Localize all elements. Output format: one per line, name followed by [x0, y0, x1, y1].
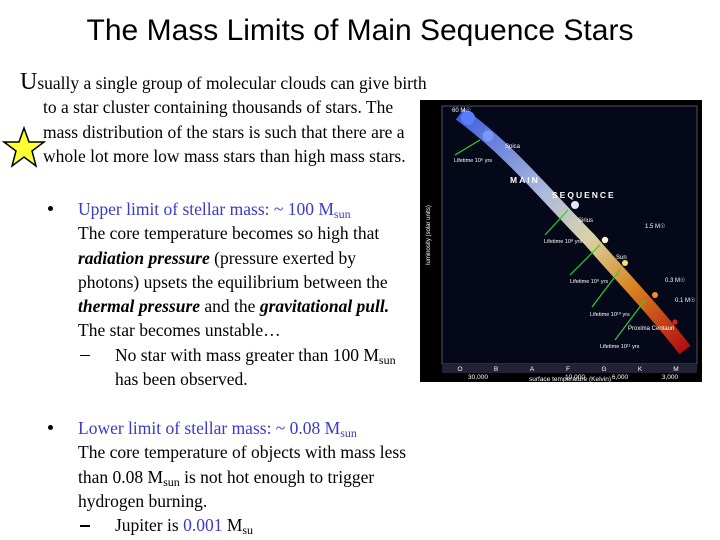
- intro: Usually a single group of molecular clou…: [20, 70, 428, 168]
- text: Lower limit of stellar mass: ~ 0.08 M: [78, 418, 341, 438]
- text: Upper limit of stellar mass: ~ 100 M: [78, 199, 334, 219]
- text: The core temperature becomes so high tha…: [78, 223, 380, 244]
- text: is not hot enough to trigger hydrogen bu…: [78, 466, 375, 511]
- diagram-label: G: [601, 366, 606, 373]
- diagram-label: Sun: [616, 255, 627, 261]
- diagram-label: Spica: [505, 144, 521, 150]
- diagram-label: 30,000: [468, 374, 488, 381]
- diagram-label: 6,000: [612, 374, 629, 381]
- text: The core temperature of objects with mas…: [78, 442, 407, 487]
- sub-bullet: No star with mass greater than 100 Msun …: [78, 343, 410, 392]
- diagram-label: 10,000: [565, 374, 585, 381]
- diagram-label: 0.1 M☉: [675, 297, 695, 304]
- diagram-label: SEQUENCE: [552, 190, 616, 200]
- emphasis: gravitational pull.: [259, 296, 390, 317]
- subscript: su: [242, 523, 254, 538]
- diagram-label: F: [566, 366, 570, 373]
- highlight: 0.001: [183, 515, 223, 536]
- diagram-label: 1.5 M☉: [645, 223, 665, 230]
- bullet: Upper limit of stellar mass: ~ 100 Msun …: [48, 197, 410, 392]
- diagram-label: K: [638, 366, 643, 373]
- subscript: sun: [340, 426, 357, 440]
- diagram-label: Lifetime 10⁸ yrs: [544, 238, 582, 245]
- text: M: [222, 515, 243, 536]
- diagram-label: O: [457, 366, 462, 373]
- text: No star with mass greater than 100 M: [115, 344, 379, 365]
- subscript: sun: [333, 207, 351, 221]
- hr-diagram: luminosity (solar units) surface temperat…: [420, 100, 702, 382]
- sub-bullet: Jupiter is 0.001 Msu: [78, 513, 410, 537]
- diagram-label: 3,000: [662, 374, 679, 381]
- star-icon: [2, 126, 46, 168]
- diagram-label: Lifetime 10⁶ yrs: [454, 157, 492, 164]
- diagram-label: MAIN: [510, 175, 540, 185]
- diagram-label: M: [673, 366, 678, 373]
- diagram-label: Lifetime 10⁹ yrs: [570, 278, 608, 285]
- diagram-label: B: [494, 366, 498, 373]
- diagram-label: A: [530, 366, 535, 373]
- diagram-label: Lifetime 10¹¹ yrs: [600, 344, 640, 350]
- text: (pressure exerted by photons) upsets the…: [78, 247, 388, 292]
- text: and the: [200, 296, 260, 317]
- bullet: Lower limit of stellar mass: ~ 0.08 Msun…: [48, 416, 410, 537]
- text: The star becomes unstable…: [78, 320, 281, 341]
- emphasis: thermal pressure: [78, 296, 201, 317]
- subscript: sun: [378, 352, 396, 367]
- diagram-label: 0.3 M☉: [665, 277, 685, 284]
- title: The Mass Limits of Main Sequence Stars: [86, 14, 634, 47]
- subscript: sun: [163, 474, 180, 489]
- text: Jupiter is: [115, 515, 184, 536]
- initial: U: [20, 69, 38, 95]
- emphasis: radiation pressure: [78, 247, 210, 268]
- diagram-label: Sirius: [578, 218, 593, 224]
- diagram-label: 60 M☉: [452, 107, 471, 114]
- text: has been observed.: [115, 369, 248, 390]
- intro-text: sually a single group of molecular cloud…: [37, 73, 427, 166]
- diagram-label: Proxima Centauri: [628, 326, 674, 332]
- diagram-label: surface temperature (Kelvin): [529, 376, 611, 382]
- bullet-lead: Upper limit of stellar mass: ~ 100 Msun: [78, 199, 351, 221]
- diagram-label: luminosity (solar units): [426, 205, 432, 265]
- diagram-label: Lifetime 10¹⁰ yrs: [590, 311, 630, 318]
- bullet-lead: Lower limit of stellar mass: ~ 0.08 Msun: [78, 418, 357, 440]
